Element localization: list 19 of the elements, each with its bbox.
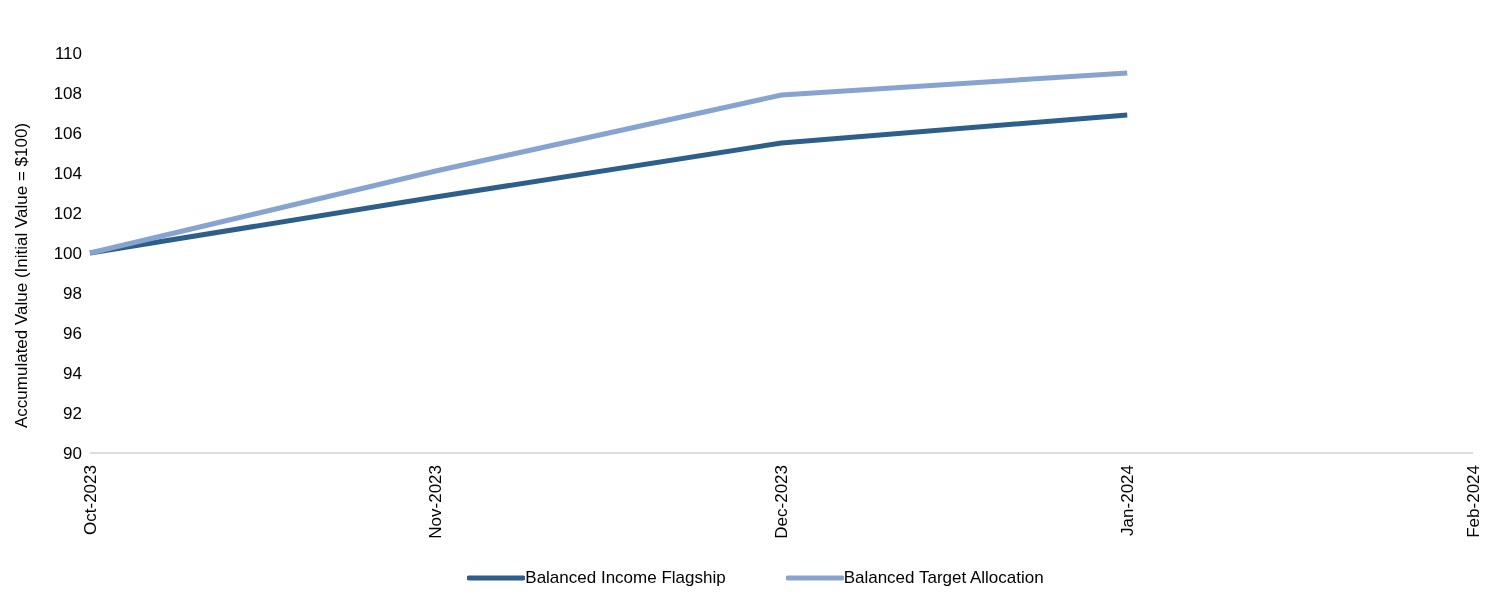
x-tick-label: Oct-2023 xyxy=(80,465,100,535)
y-tick-label: 94 xyxy=(63,364,82,384)
y-tick-label: 92 xyxy=(63,404,82,424)
y-tick-label: 98 xyxy=(63,284,82,304)
y-tick-label: 106 xyxy=(53,124,82,144)
x-tick-label: Dec-2023 xyxy=(772,465,791,539)
x-tick-label: Feb-2024 xyxy=(1463,465,1483,538)
y-tick-label: 100 xyxy=(53,244,82,264)
y-tick-label: 110 xyxy=(54,44,82,64)
x-tick-label: Nov-2023 xyxy=(426,465,446,539)
y-axis-title: Accumulated Value (Initial Value = $100) xyxy=(12,122,32,428)
y-tick-label: 90 xyxy=(63,444,82,464)
legend-label: Balanced Income Flagship xyxy=(525,568,726,588)
y-tick-label: 104 xyxy=(53,164,82,184)
y-tick-label: 96 xyxy=(63,324,82,344)
x-tick-label: Jan-2024 xyxy=(1117,465,1137,536)
y-tick-label: 102 xyxy=(53,204,82,224)
y-tick-label: 108 xyxy=(53,84,82,104)
legend-label: Balanced Target Allocation xyxy=(843,568,1044,588)
